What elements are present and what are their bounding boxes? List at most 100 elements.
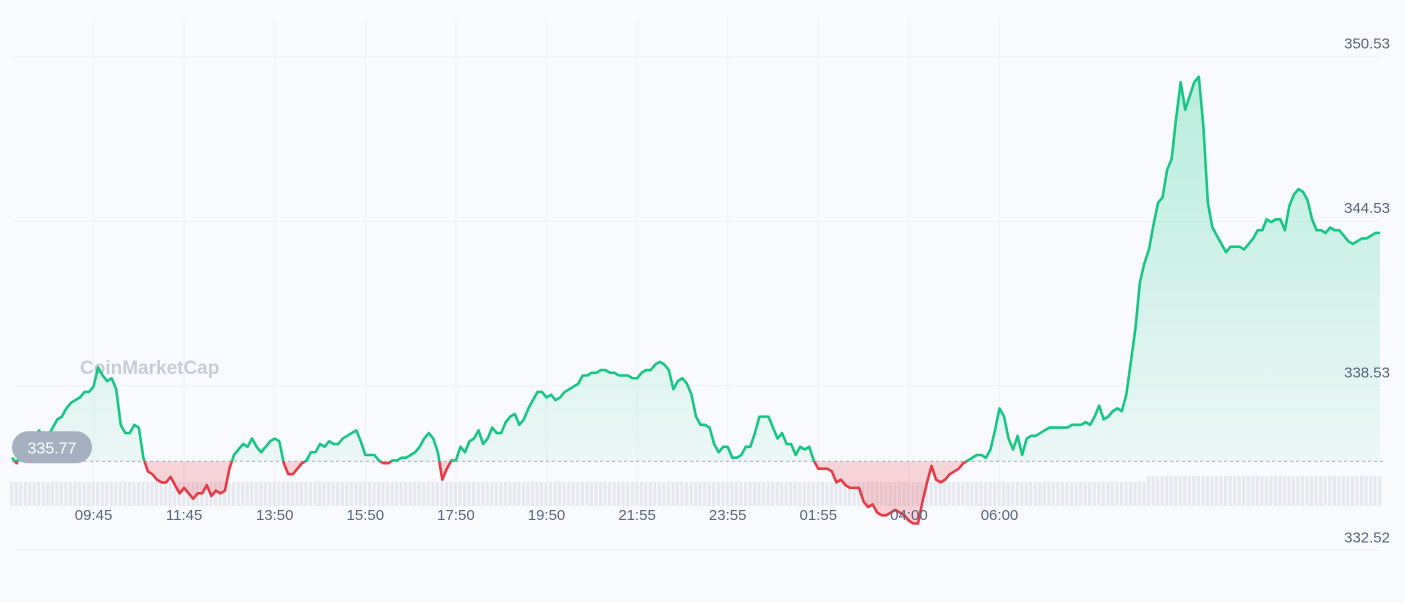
volume-bar (616, 482, 621, 506)
volume-bar (1328, 476, 1332, 506)
volume-bar (259, 482, 263, 506)
volume-bar (426, 482, 430, 506)
volume-bar (1192, 476, 1196, 506)
volume-bar (657, 482, 661, 506)
volume-bar (666, 482, 671, 506)
volume-bar (1310, 476, 1314, 506)
volume-bar (87, 482, 91, 506)
volume-bar (150, 482, 154, 506)
volume-bar (761, 482, 766, 506)
volume-bar (974, 482, 979, 506)
volume-bar (1088, 482, 1092, 506)
volume-bar (1201, 476, 1205, 506)
volume-bar (458, 482, 462, 506)
volume-bar (1110, 482, 1114, 506)
volume-bar (1273, 476, 1278, 506)
volume-bar (771, 482, 775, 506)
volume-bar (96, 482, 100, 506)
volume-bar (1214, 476, 1219, 506)
volume-bar (1151, 476, 1155, 506)
volume-bar (562, 482, 566, 506)
volume-bar (281, 482, 285, 506)
volume-bar (50, 482, 54, 506)
volume-bar (852, 482, 856, 506)
volume-bar (612, 482, 616, 506)
volume-bar (585, 482, 589, 506)
volume-bar (1378, 476, 1382, 506)
volume-bar (1169, 476, 1173, 506)
x-tick-label: 15:50 (347, 507, 385, 524)
volume-bar (227, 482, 231, 506)
volume-bar (37, 482, 41, 506)
volume-bar (91, 482, 95, 506)
volume-bar (68, 482, 73, 506)
volume-bar (970, 482, 974, 506)
volume-bar (626, 482, 630, 506)
volume-bar (739, 482, 743, 506)
volume-bar (336, 482, 340, 506)
reference-price-badge: 335.77 (12, 431, 92, 464)
volume-bar (1106, 482, 1110, 506)
volume-bar (684, 482, 689, 506)
volume-bar (476, 482, 480, 506)
volume-bar (231, 482, 236, 506)
volume-bar (354, 482, 358, 506)
grid-lines (12, 20, 1380, 551)
volume-bar (1183, 476, 1187, 506)
volume-bar (299, 482, 304, 506)
volume-bar (1278, 476, 1282, 506)
volume-bar (508, 482, 512, 506)
volume-bar (1133, 482, 1137, 506)
volume-bar (829, 482, 834, 506)
volume-bar (639, 482, 643, 506)
volume-bar (1337, 476, 1341, 506)
volume-bar (313, 482, 317, 506)
volume-bar (925, 482, 929, 506)
volume-bar (277, 482, 281, 506)
volume-bar (938, 482, 942, 506)
volume-bar (55, 482, 59, 506)
y-axis: 350.53 344.53 338.53 332.52 (1344, 36, 1390, 547)
volume-bar (168, 482, 172, 506)
volume-bar (28, 482, 32, 506)
volume-bar (843, 482, 847, 506)
volume-bar (671, 482, 675, 506)
y-tick-label: 350.53 (1344, 36, 1390, 53)
volume-bar (77, 482, 82, 506)
price-line (10, 75, 1380, 525)
volume-bar (567, 482, 571, 506)
volume-bar (1137, 482, 1142, 506)
volume-bar (1350, 476, 1355, 506)
volume-bar (1237, 476, 1241, 506)
volume-bar (272, 482, 276, 506)
y-tick-label: 338.53 (1344, 365, 1390, 382)
volume-bar (848, 482, 852, 506)
volume-bar (793, 482, 797, 506)
volume-bar (1092, 482, 1096, 506)
volume-bar (245, 482, 249, 506)
volume-bar (127, 482, 131, 506)
volume-bar (46, 482, 50, 506)
volume-bar (757, 482, 761, 506)
volume-bar (440, 482, 444, 506)
volume-bar (1233, 476, 1237, 506)
volume-bar (784, 482, 788, 506)
volume-bar (734, 482, 738, 506)
volume-bar (136, 482, 141, 506)
volume-bar (308, 482, 313, 506)
y-tick-label: 332.52 (1344, 529, 1390, 546)
volume-bar (961, 482, 965, 506)
volume-bar (1282, 476, 1287, 506)
volume-bar (114, 482, 118, 506)
volume-bar (1305, 476, 1309, 506)
volume-bar (820, 482, 825, 506)
x-tick-label: 19:50 (528, 507, 566, 524)
volume-bar (1056, 482, 1060, 506)
volume-bar (1264, 476, 1268, 506)
volume-bar (1364, 476, 1368, 506)
volume-bar (159, 482, 163, 506)
volume-bar (544, 482, 548, 506)
volume-bar (1006, 482, 1010, 506)
volume-bar (1038, 482, 1042, 506)
volume-bar (154, 482, 159, 506)
